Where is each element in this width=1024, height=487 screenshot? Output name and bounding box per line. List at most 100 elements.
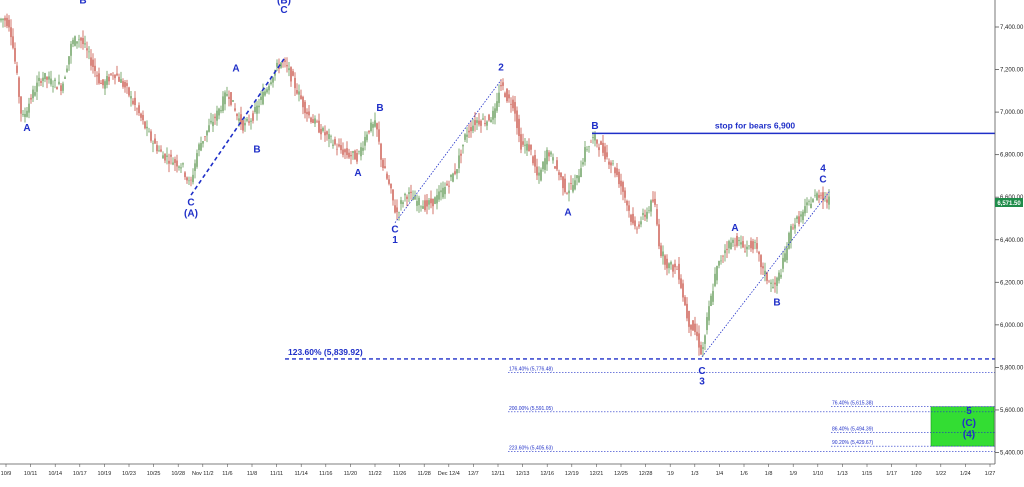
candle-body — [176, 160, 178, 167]
y-tick-label: 7,400.00 — [1000, 25, 1024, 31]
candle-body — [60, 85, 62, 91]
candle-body — [24, 113, 26, 117]
candle-body — [590, 142, 592, 143]
candle-body — [184, 172, 186, 178]
wave-label: A — [232, 64, 239, 75]
candle-body — [412, 198, 414, 201]
candle-body — [414, 196, 416, 200]
candle-body — [574, 180, 576, 190]
y-tick-label: 6,400.00 — [1000, 238, 1024, 244]
candle-body — [690, 324, 692, 330]
candle-body — [196, 153, 198, 167]
candle-body — [560, 172, 562, 178]
candle-body — [270, 82, 272, 85]
candle-body — [338, 144, 340, 147]
candle-body — [666, 258, 668, 269]
candle-body — [188, 180, 190, 182]
candle-body — [568, 190, 570, 194]
x-tick-label: 11/16 — [319, 471, 332, 477]
candle-body — [508, 94, 510, 99]
candle-body — [388, 179, 390, 184]
x-tick-label: 11/8 — [247, 471, 257, 477]
candle-body — [302, 96, 304, 108]
candle-body — [76, 41, 78, 44]
x-tick-label: 10/19 — [98, 471, 112, 477]
candle-body — [102, 79, 104, 86]
wave-label: A — [731, 223, 738, 234]
candle-body — [812, 199, 814, 203]
wave-label: 5 — [966, 406, 972, 417]
x-tick-label: Nov 11/2 — [192, 471, 214, 477]
x-tick-label: 12/16 — [540, 471, 554, 477]
candle-body — [642, 212, 644, 215]
candle-body — [438, 191, 440, 200]
candle-body — [146, 126, 148, 129]
candle-body — [392, 189, 394, 201]
candle-body — [586, 148, 588, 150]
last-price-label: 6,571.50 — [997, 201, 1021, 207]
wave-label: (4) — [963, 430, 975, 441]
candle-body — [444, 186, 446, 195]
candle-body — [714, 273, 716, 286]
candle-body — [628, 205, 630, 211]
candle-body — [252, 113, 254, 121]
candle-body — [26, 110, 28, 117]
candle-body — [632, 213, 634, 224]
candle-body — [810, 203, 812, 209]
candle-body — [800, 214, 802, 217]
candle-body — [758, 251, 760, 255]
candle-body — [208, 125, 210, 132]
candle-body — [598, 147, 600, 151]
candle-body — [30, 97, 32, 100]
wave-label: B — [376, 103, 383, 114]
fib-main-label: 123.60% (5,839.92) — [288, 347, 363, 357]
candle-body — [636, 228, 638, 230]
candle-body — [136, 108, 138, 110]
candle-body — [622, 182, 624, 192]
candle-body — [94, 65, 96, 72]
candle-body — [442, 187, 444, 198]
candle-body — [12, 36, 14, 48]
candle-body — [38, 77, 40, 81]
candle-body — [326, 131, 328, 135]
candle-body — [100, 82, 102, 84]
candle-body — [592, 136, 594, 139]
candle-body — [644, 214, 646, 217]
candle-body — [742, 241, 744, 248]
candle-body — [268, 85, 270, 91]
candle-body — [36, 82, 38, 92]
candle-body — [464, 134, 466, 140]
candle-body — [686, 303, 688, 319]
candle-body — [798, 216, 800, 225]
candle-body — [490, 119, 492, 123]
candle-body — [300, 95, 302, 99]
candle-body — [272, 77, 274, 83]
candle-body — [246, 118, 248, 121]
candle-body — [68, 56, 70, 65]
candle-body — [138, 105, 140, 114]
candle-body — [66, 68, 68, 72]
candle-body — [72, 39, 74, 45]
x-tick-label: 1/15 — [862, 471, 873, 477]
candle-body — [662, 251, 664, 257]
candle-body — [494, 108, 496, 118]
candle-body — [306, 111, 308, 115]
candle-body — [492, 110, 494, 120]
candle-body — [250, 120, 252, 122]
x-tick-label: 10/28 — [171, 471, 185, 477]
candle-body — [546, 149, 548, 165]
candle-body — [168, 160, 170, 164]
candle-body — [452, 173, 454, 182]
candle-body — [564, 178, 566, 193]
candle-body — [730, 242, 732, 250]
candle-body — [678, 263, 680, 280]
candle-body — [820, 194, 822, 196]
candle-body — [528, 144, 530, 152]
candle-body — [424, 200, 426, 211]
candle-body — [330, 136, 332, 137]
candle-body — [768, 281, 770, 283]
candle-body — [752, 241, 754, 250]
candle-body — [650, 200, 652, 212]
x-tick-label: 1/24 — [960, 471, 971, 477]
candle-body — [244, 122, 246, 126]
